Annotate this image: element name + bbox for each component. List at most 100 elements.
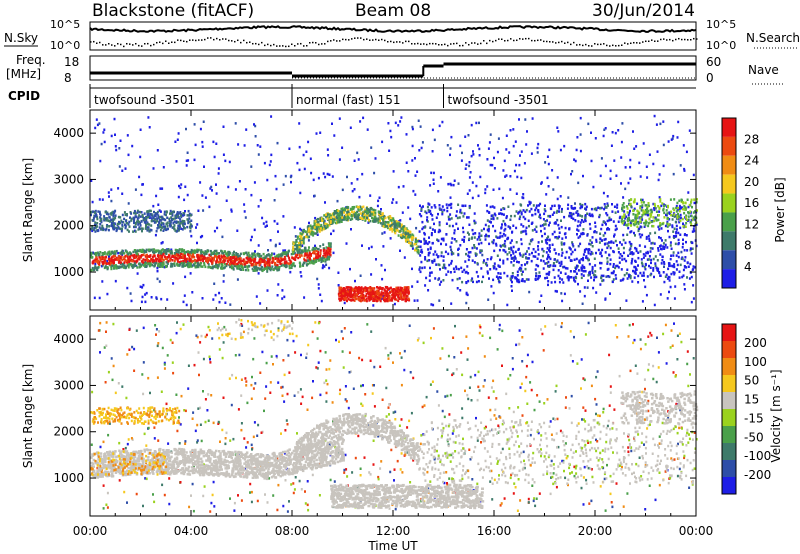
- power-cell: [222, 274, 225, 277]
- power-cell: [114, 252, 117, 255]
- power-cell: [105, 212, 108, 216]
- power-cell: [486, 185, 489, 188]
- power-cell: [397, 295, 400, 299]
- power-cell: [575, 276, 578, 280]
- power-cell: [491, 240, 494, 244]
- power-cell: [397, 222, 400, 225]
- power-cell: [156, 258, 159, 261]
- power-cell: [606, 202, 609, 205]
- power-cell: [591, 252, 594, 255]
- power-cell: [222, 153, 225, 156]
- nsearch-point: [105, 44, 107, 46]
- power-cell: [318, 230, 321, 233]
- power-cell: [677, 242, 680, 245]
- power-cell: [140, 264, 143, 268]
- power-cell: [656, 259, 659, 262]
- power-cell: [336, 213, 339, 216]
- power-cell: [266, 254, 268, 257]
- power-cell: [595, 231, 598, 234]
- power-cell: [108, 255, 110, 258]
- cpid-row: twofsound -3501 normal (fast) 151 twofsoun…: [89, 84, 696, 108]
- power-cell: [475, 280, 478, 284]
- power-cell: [489, 163, 492, 167]
- power-cell: [338, 217, 340, 221]
- power-cell: [323, 252, 326, 255]
- nsearch-point: [93, 40, 95, 43]
- power-cell: [257, 254, 260, 257]
- power-cell: [629, 247, 632, 250]
- power-cell: [419, 125, 422, 128]
- power-cell: [213, 256, 215, 260]
- power-cell: [457, 182, 460, 185]
- power-cell: [386, 287, 389, 291]
- nsearch-point: [504, 40, 506, 42]
- power-cell: [442, 259, 445, 262]
- power-cell: [180, 255, 183, 259]
- power-cell: [669, 285, 672, 289]
- power-cell: [93, 226, 96, 230]
- power-cell: [200, 254, 203, 258]
- power-cell: [424, 258, 427, 261]
- power-cell: [133, 262, 136, 265]
- power-cell: [162, 222, 165, 226]
- nsearch-point: [390, 40, 392, 43]
- power-cell: [272, 258, 275, 262]
- power-cell: [556, 197, 559, 201]
- power-cell: [467, 279, 470, 283]
- power-cell: [632, 269, 634, 273]
- power-cell: [363, 208, 366, 211]
- power-cell: [353, 215, 356, 218]
- power-cell: [519, 203, 522, 206]
- power-cell: [590, 250, 593, 254]
- power-cell: [110, 188, 113, 191]
- power-cell: [684, 233, 686, 236]
- power-cell: [439, 176, 442, 179]
- power-cell: [370, 297, 372, 301]
- power-cell: [111, 211, 113, 214]
- power-cell: [232, 256, 235, 259]
- cpid-label-1: twofsound -3501: [94, 93, 195, 107]
- power-cell: [511, 280, 513, 284]
- power-cell: [517, 212, 520, 215]
- power-cell: [187, 221, 190, 225]
- power-cell: [685, 240, 687, 244]
- power-cell: [206, 258, 209, 261]
- power-cell: [508, 151, 511, 154]
- power-cell: [493, 212, 496, 216]
- power-cell: [605, 275, 608, 278]
- power-cell: [391, 201, 394, 204]
- power-cell: [637, 220, 640, 224]
- power-cell: [388, 297, 391, 300]
- power-cell: [635, 145, 638, 148]
- power-cell: [547, 224, 550, 227]
- power-cell: [234, 262, 237, 266]
- power-cell: [447, 218, 450, 221]
- nsearch-point: [339, 40, 341, 42]
- power-cell: [303, 230, 306, 233]
- power-cell: [184, 185, 187, 188]
- power-cell: [128, 230, 130, 233]
- power-cell: [433, 204, 436, 207]
- power-cell: [465, 163, 468, 166]
- power-cell: [200, 262, 203, 265]
- power-cell: [103, 258, 106, 262]
- power-cell: [237, 255, 240, 258]
- power-cell: [649, 273, 652, 277]
- power-cell: [461, 270, 464, 273]
- power-cell: [673, 236, 676, 239]
- power-cell: [426, 242, 429, 246]
- power-cell: [353, 213, 356, 216]
- power-cell: [472, 153, 475, 156]
- power-cell: [328, 224, 331, 227]
- power-cell: [574, 202, 576, 205]
- power-cell: [306, 235, 309, 239]
- nsearch-point: [516, 39, 518, 42]
- power-cell: [487, 298, 490, 301]
- power-cell: [474, 252, 477, 255]
- power-cell: [530, 239, 533, 242]
- power-cell: [236, 253, 239, 256]
- power-cell: [535, 274, 537, 278]
- power-cell: [302, 242, 305, 245]
- power-cell: [415, 247, 418, 250]
- power-cell: [145, 219, 148, 222]
